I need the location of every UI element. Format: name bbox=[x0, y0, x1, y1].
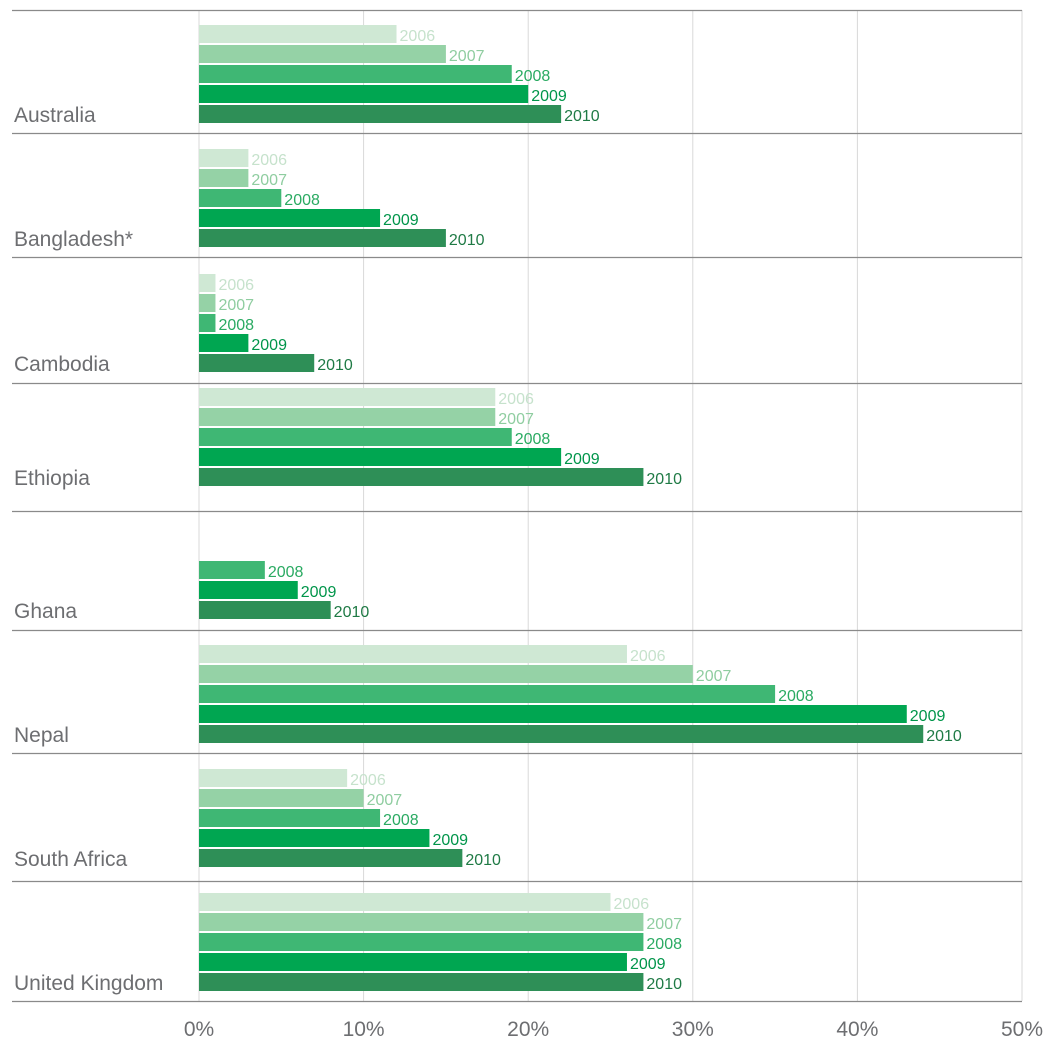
bar-south-africa-2007 bbox=[199, 789, 364, 807]
bar-south-africa-2008 bbox=[199, 809, 381, 827]
bar-south-africa-2006 bbox=[199, 769, 348, 787]
bar-year-label: 2006 bbox=[218, 277, 254, 294]
bar-ethiopia-2006 bbox=[199, 388, 496, 406]
category-label: Bangladesh* bbox=[14, 228, 133, 251]
bar-nepal-2008 bbox=[199, 685, 776, 703]
bar-bangladesh--2007 bbox=[199, 169, 249, 187]
bar-bangladesh--2010 bbox=[199, 229, 446, 247]
bar-year-label: 2009 bbox=[630, 956, 666, 973]
bar-united-kingdom-2008 bbox=[199, 933, 644, 951]
bar-bangladesh--2009 bbox=[199, 209, 381, 227]
bar-year-label: 2010 bbox=[465, 852, 501, 869]
bar-nepal-2007 bbox=[199, 665, 693, 683]
category-label: Ghana bbox=[14, 600, 77, 623]
x-tick-label: 20% bbox=[507, 1018, 549, 1039]
x-tick-label: 40% bbox=[836, 1018, 878, 1039]
bar-year-label: 2007 bbox=[646, 916, 682, 933]
bar-year-label: 2009 bbox=[383, 212, 419, 229]
x-tick-label: 10% bbox=[343, 1018, 385, 1039]
bar-year-label: 2006 bbox=[630, 648, 666, 665]
bar-year-label: 2007 bbox=[449, 48, 485, 65]
bar-year-label: 2006 bbox=[350, 772, 386, 789]
bar-year-label: 2008 bbox=[778, 688, 814, 705]
bar-year-label: 2006 bbox=[614, 896, 650, 913]
bar-united-kingdom-2010 bbox=[199, 973, 644, 991]
bar-ghana-2008 bbox=[199, 561, 265, 579]
bar-australia-2008 bbox=[199, 65, 512, 83]
bar-year-label: 2008 bbox=[515, 431, 551, 448]
x-tick-label: 0% bbox=[184, 1018, 214, 1039]
bar-nepal-2009 bbox=[199, 705, 907, 723]
bar-year-label: 2010 bbox=[564, 108, 600, 125]
x-tick-label: 50% bbox=[1001, 1018, 1043, 1039]
bar-year-label: 2009 bbox=[251, 337, 287, 354]
bar-australia-2009 bbox=[199, 85, 529, 103]
bar-ghana-2009 bbox=[199, 581, 298, 599]
bar-year-label: 2008 bbox=[268, 564, 304, 581]
category-label: United Kingdom bbox=[14, 972, 163, 995]
bar-year-label: 2008 bbox=[646, 936, 682, 953]
bar-year-label: 2010 bbox=[317, 357, 353, 374]
category-label: Ethiopia bbox=[14, 467, 90, 490]
bar-bangladesh--2006 bbox=[199, 149, 249, 167]
bar-year-label: 2006 bbox=[251, 152, 287, 169]
bar-south-africa-2010 bbox=[199, 849, 463, 867]
bar-year-label: 2010 bbox=[646, 976, 682, 993]
category-label: Cambodia bbox=[14, 353, 110, 376]
bar-year-label: 2006 bbox=[400, 28, 436, 45]
bar-cambodia-2007 bbox=[199, 294, 216, 312]
bar-cambodia-2009 bbox=[199, 334, 249, 352]
x-tick-label: 30% bbox=[672, 1018, 714, 1039]
bar-ethiopia-2009 bbox=[199, 448, 562, 466]
bar-year-label: 2009 bbox=[531, 88, 567, 105]
bar-year-label: 2007 bbox=[367, 792, 403, 809]
bar-united-kingdom-2007 bbox=[199, 913, 644, 931]
bar-year-label: 2009 bbox=[301, 584, 337, 601]
bar-year-label: 2007 bbox=[498, 411, 534, 428]
bar-cambodia-2008 bbox=[199, 314, 216, 332]
bar-year-label: 2010 bbox=[646, 471, 682, 488]
bar-year-label: 2007 bbox=[218, 297, 254, 314]
bar-year-label: 2008 bbox=[383, 812, 419, 829]
bar-year-label: 2008 bbox=[515, 68, 551, 85]
bar-australia-2006 bbox=[199, 25, 397, 43]
bar-united-kingdom-2006 bbox=[199, 893, 611, 911]
bar-ethiopia-2008 bbox=[199, 428, 512, 446]
bar-ethiopia-2007 bbox=[199, 408, 496, 426]
bar-year-label: 2008 bbox=[284, 192, 320, 209]
category-label: Nepal bbox=[14, 724, 69, 747]
bar-year-label: 2008 bbox=[218, 317, 254, 334]
x-axis: 0% 10% 20% 30% 40% 50% bbox=[184, 1018, 1043, 1039]
bar-south-africa-2009 bbox=[199, 829, 430, 847]
bar-united-kingdom-2009 bbox=[199, 953, 627, 971]
category-label: South Africa bbox=[14, 848, 128, 871]
bar-year-label: 2010 bbox=[449, 232, 485, 249]
bar-year-label: 2009 bbox=[432, 832, 468, 849]
bar-bangladesh--2008 bbox=[199, 189, 282, 207]
bar-australia-2007 bbox=[199, 45, 446, 63]
bar-australia-2010 bbox=[199, 105, 562, 123]
category-label: Australia bbox=[14, 104, 96, 127]
bar-year-label: 2007 bbox=[251, 172, 287, 189]
bar-year-label: 2010 bbox=[926, 728, 962, 745]
bar-nepal-2010 bbox=[199, 725, 924, 743]
bar-year-label: 2009 bbox=[564, 451, 600, 468]
group-separators bbox=[12, 9, 1022, 1003]
bar-ethiopia-2010 bbox=[199, 468, 644, 486]
bars bbox=[199, 25, 924, 991]
bar-cambodia-2006 bbox=[199, 274, 216, 292]
labels: 2006 2007 2008 2009 2010 Australia 2006 2007 200… bbox=[14, 28, 962, 995]
bar-year-label: 2010 bbox=[334, 604, 370, 621]
bar-year-label: 2006 bbox=[498, 391, 534, 408]
bar-ghana-2010 bbox=[199, 601, 331, 619]
bar-year-label: 2009 bbox=[910, 708, 946, 725]
bar-cambodia-2010 bbox=[199, 354, 315, 372]
bar-year-label: 2007 bbox=[696, 668, 732, 685]
bar-nepal-2006 bbox=[199, 645, 627, 663]
